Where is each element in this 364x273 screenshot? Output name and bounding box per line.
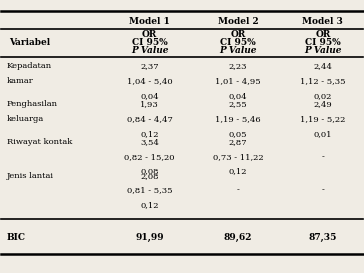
Text: BIC: BIC bbox=[7, 233, 26, 242]
Text: 1,12 - 5,35: 1,12 - 5,35 bbox=[300, 77, 346, 85]
Text: 0,08: 0,08 bbox=[140, 168, 159, 176]
Text: 2,37: 2,37 bbox=[140, 62, 159, 70]
Text: 2,44: 2,44 bbox=[313, 62, 332, 70]
Text: 1,19 - 5,46: 1,19 - 5,46 bbox=[215, 115, 261, 123]
Text: 91,99: 91,99 bbox=[135, 233, 164, 242]
Text: 1,01 - 4,95: 1,01 - 4,95 bbox=[215, 77, 261, 85]
Text: Riwayat kontak: Riwayat kontak bbox=[7, 138, 72, 146]
Text: 2,08: 2,08 bbox=[140, 172, 159, 180]
Text: 1,93: 1,93 bbox=[140, 100, 159, 108]
Text: CI 95%: CI 95% bbox=[305, 38, 341, 47]
Text: OR: OR bbox=[230, 30, 246, 39]
Text: CI 95%: CI 95% bbox=[132, 38, 167, 47]
Text: P Value: P Value bbox=[219, 46, 257, 55]
Text: kamar: kamar bbox=[7, 77, 33, 85]
Text: 0,12: 0,12 bbox=[140, 201, 159, 209]
Text: Jenis lantai: Jenis lantai bbox=[7, 172, 54, 180]
Text: 2,23: 2,23 bbox=[229, 62, 247, 70]
Text: 2,55: 2,55 bbox=[229, 100, 247, 108]
Text: 0,82 - 15,20: 0,82 - 15,20 bbox=[124, 153, 175, 161]
Text: 89,62: 89,62 bbox=[224, 233, 252, 242]
Text: 1,04 - 5,40: 1,04 - 5,40 bbox=[127, 77, 172, 85]
Text: 2,49: 2,49 bbox=[313, 100, 332, 108]
Text: CI 95%: CI 95% bbox=[220, 38, 256, 47]
Text: OR: OR bbox=[315, 30, 331, 39]
Text: P Value: P Value bbox=[304, 46, 342, 55]
Text: -: - bbox=[321, 186, 324, 195]
Text: 0,73 - 11,22: 0,73 - 11,22 bbox=[213, 153, 263, 161]
Text: Model 1: Model 1 bbox=[129, 17, 170, 26]
Text: P Value: P Value bbox=[131, 46, 168, 55]
Text: 0,12: 0,12 bbox=[229, 168, 247, 176]
Text: 87,35: 87,35 bbox=[309, 233, 337, 242]
Text: 0,04: 0,04 bbox=[140, 92, 159, 100]
Text: 0,84 - 4,47: 0,84 - 4,47 bbox=[127, 115, 173, 123]
Text: 0,02: 0,02 bbox=[314, 92, 332, 100]
Text: 0,04: 0,04 bbox=[229, 92, 247, 100]
Text: OR: OR bbox=[142, 30, 157, 39]
Text: 0,01: 0,01 bbox=[314, 130, 332, 138]
Text: 3,54: 3,54 bbox=[140, 138, 159, 146]
Text: Model 2: Model 2 bbox=[218, 17, 258, 26]
Text: 1,19 - 5,22: 1,19 - 5,22 bbox=[300, 115, 345, 123]
Text: Model 3: Model 3 bbox=[302, 17, 343, 26]
Text: 2,87: 2,87 bbox=[229, 138, 247, 146]
Text: -: - bbox=[321, 153, 324, 161]
Text: keluarga: keluarga bbox=[7, 115, 44, 123]
Text: 0,12: 0,12 bbox=[140, 130, 159, 138]
Text: 0,81 - 5,35: 0,81 - 5,35 bbox=[127, 186, 172, 195]
Text: Penghasilan: Penghasilan bbox=[7, 100, 58, 108]
Text: 0,05: 0,05 bbox=[229, 130, 247, 138]
Text: -: - bbox=[237, 186, 240, 195]
Text: Kepadatan: Kepadatan bbox=[7, 62, 52, 70]
Text: Variabel: Variabel bbox=[9, 38, 50, 47]
